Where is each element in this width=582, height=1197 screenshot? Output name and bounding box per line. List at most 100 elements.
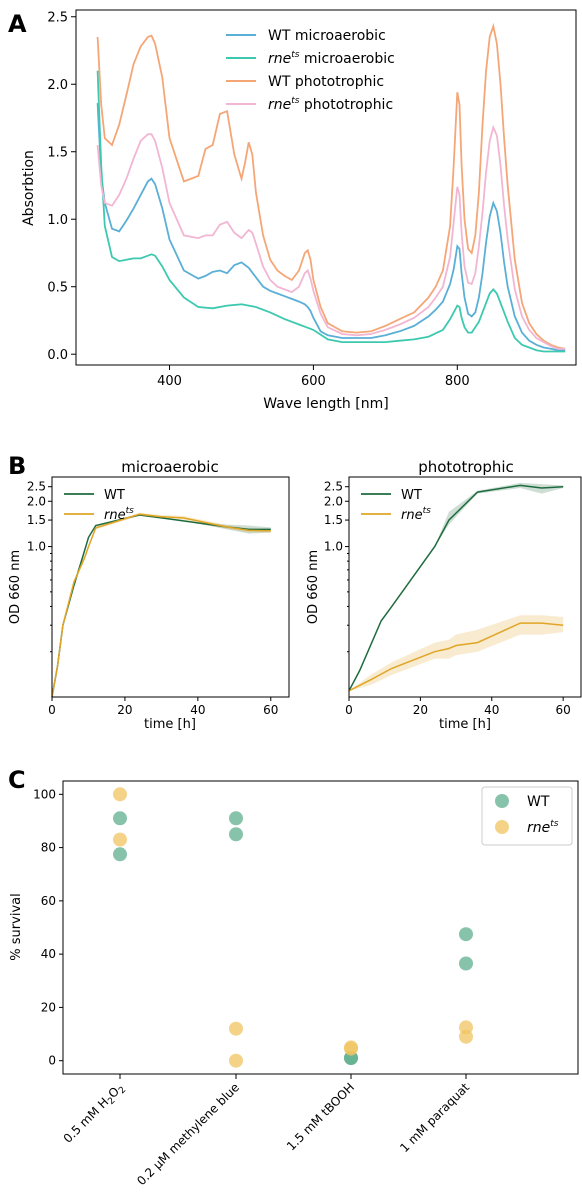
panel-b-left-frame: [51, 476, 290, 698]
panel-a-plot-area: [96, 22, 566, 353]
panel-b-left-y-axis-label: OD 660 nm: [8, 550, 23, 624]
legend-label: WT: [104, 488, 125, 503]
series-line-4: [96, 124, 566, 350]
category-label: 1.5 mM tBOOH: [284, 1080, 357, 1153]
y-tick-label: 2.5: [27, 480, 46, 494]
series-line: [348, 622, 564, 692]
panel-a-frame: [75, 9, 577, 366]
panel-b-right-title: phototrophic: [418, 458, 514, 476]
panel-a-axes: 400 600 800 0.0 0.5 1.0 1.5 2.0 2.5: [47, 11, 469, 389]
x-tick-label: 600: [301, 374, 326, 389]
y-tick-label: 2.0: [47, 78, 68, 93]
y-tick-label: 1.0: [47, 213, 68, 228]
panel-c-frame: [62, 780, 579, 1075]
x-tick-label: 60: [263, 703, 278, 717]
legend-label: WT: [527, 794, 550, 810]
panel-c-y-axis-label: % survival: [9, 893, 24, 960]
y-tick-label: 0.5: [47, 281, 68, 296]
x-tick-label: 40: [484, 703, 499, 717]
scatter-point: [113, 787, 127, 802]
legend-label: WT phototrophic: [268, 74, 384, 90]
panel-c-legend: WT rnets: [481, 786, 573, 846]
y-tick-label: 2.0: [324, 494, 343, 508]
legend-marker: [495, 820, 509, 834]
scatter-point: [113, 847, 127, 862]
scatter-point: [229, 827, 243, 842]
panel-b-microaerobic-chart: microaerobic 0 20 40 60 1.0 1.5 2.02.5 WT rnets…: [8, 458, 290, 732]
panel-b-phototrophic-chart: phototrophic 0 20 40 60 1.0 1.5 2.02.5 WT rnets…: [306, 458, 582, 732]
x-tick-label: 20: [117, 703, 132, 717]
x-tick-label: 0: [345, 703, 353, 717]
x-tick-label: 0: [48, 703, 56, 717]
legend-label: rnets: [527, 819, 559, 836]
y-tick-label: 1.5: [27, 513, 46, 527]
y-tick-label: 1.0: [27, 540, 46, 554]
legend-label: rnets: [401, 506, 431, 523]
confidence-band: [52, 512, 271, 697]
panel-b-right-plot-area: [348, 482, 564, 692]
y-tick-label: 100: [33, 787, 56, 801]
scatter-point: [344, 1041, 358, 1056]
y-tick-label: 40: [41, 947, 56, 961]
y-tick-label: 1.5: [47, 146, 68, 161]
panel-b-right-legend: WT rnets: [361, 488, 431, 523]
series-line-2: [96, 70, 566, 353]
series-line: [51, 514, 271, 698]
series-line: [348, 484, 564, 692]
x-tick-label: 40: [190, 703, 205, 717]
legend-label: rnets: [104, 506, 134, 523]
panel-b-right-x-axis-label: time [h]: [439, 717, 491, 732]
y-tick-label: 2.5: [324, 480, 343, 494]
y-tick-label: 80: [41, 841, 56, 855]
category-label: 0.5 mM H2O2: [61, 1080, 129, 1148]
series-line: [51, 513, 271, 698]
series-line-1: [96, 103, 566, 352]
panel-c-survival-chart: 0 20 40 60 80 100 0.5 mM H2O2 0.2 µM methylene …: [9, 780, 579, 1188]
legend-label: rnets microaerobic: [268, 50, 395, 67]
panel-b-left-axes: 0 20 40 60 1.0 1.5 2.02.5: [27, 480, 279, 717]
y-tick-label: 1.0: [324, 540, 343, 554]
x-tick-label: 400: [157, 374, 182, 389]
scatter-point: [113, 832, 127, 847]
category-label: 1 mM paraquat: [397, 1080, 472, 1155]
panel-b-left-plot-area: [51, 512, 271, 698]
scatter-point: [459, 956, 473, 971]
x-tick-label: 20: [413, 703, 428, 717]
panel-b-right-y-axis-label: OD 660 nm: [306, 550, 321, 624]
x-tick-label: 800: [445, 374, 470, 389]
legend-label: WT: [401, 488, 422, 503]
panel-a-legend: WT microaerobic rnets microaerobic WT phot…: [226, 28, 395, 113]
scatter-point: [113, 811, 127, 826]
y-tick-label: 1.5: [324, 513, 343, 527]
scatter-point: [229, 1021, 243, 1036]
panel-b-right-frame: [348, 476, 582, 698]
panel-a-x-axis-label: Wave length [nm]: [263, 396, 388, 412]
legend-label: rnets phototrophic: [268, 96, 393, 113]
scatter-point: [229, 811, 243, 826]
y-tick-label: 20: [41, 1000, 56, 1014]
panel-letter-b: B: [8, 452, 26, 480]
series-line-3: [96, 22, 566, 350]
legend-label: WT microaerobic: [268, 28, 386, 44]
panel-b-right-axes: 0 20 40 60 1.0 1.5 2.02.5: [324, 480, 571, 717]
y-tick-label: 0: [48, 1054, 56, 1068]
y-tick-label: 2.0: [27, 494, 46, 508]
panel-b-left-x-axis-label: time [h]: [144, 717, 196, 732]
panel-b-left-legend: WT rnets: [64, 488, 134, 523]
scatter-point: [459, 1029, 473, 1044]
y-tick-label: 2.5: [47, 11, 68, 26]
y-tick-label: 0.0: [47, 348, 68, 363]
panel-a-y-axis-label: Absorbtion: [21, 150, 37, 226]
y-tick-label: 60: [41, 894, 56, 908]
confidence-band: [52, 515, 271, 697]
panel-a-absorption-chart: 400 600 800 0.0 0.5 1.0 1.5 2.0 2.5 WT microaero…: [21, 9, 577, 412]
scatter-point: [229, 1053, 243, 1068]
panel-letter-a: A: [8, 10, 27, 38]
category-label: 0.2 µM methylene blue: [134, 1080, 242, 1188]
panel-letter-c: C: [8, 766, 26, 794]
panel-c-axes: 0 20 40 60 80 100 0.5 mM H2O2 0.2 µM methylene …: [33, 787, 472, 1188]
x-tick-label: 60: [556, 703, 571, 717]
legend-marker: [495, 794, 509, 808]
panel-b-left-title: microaerobic: [121, 458, 218, 476]
